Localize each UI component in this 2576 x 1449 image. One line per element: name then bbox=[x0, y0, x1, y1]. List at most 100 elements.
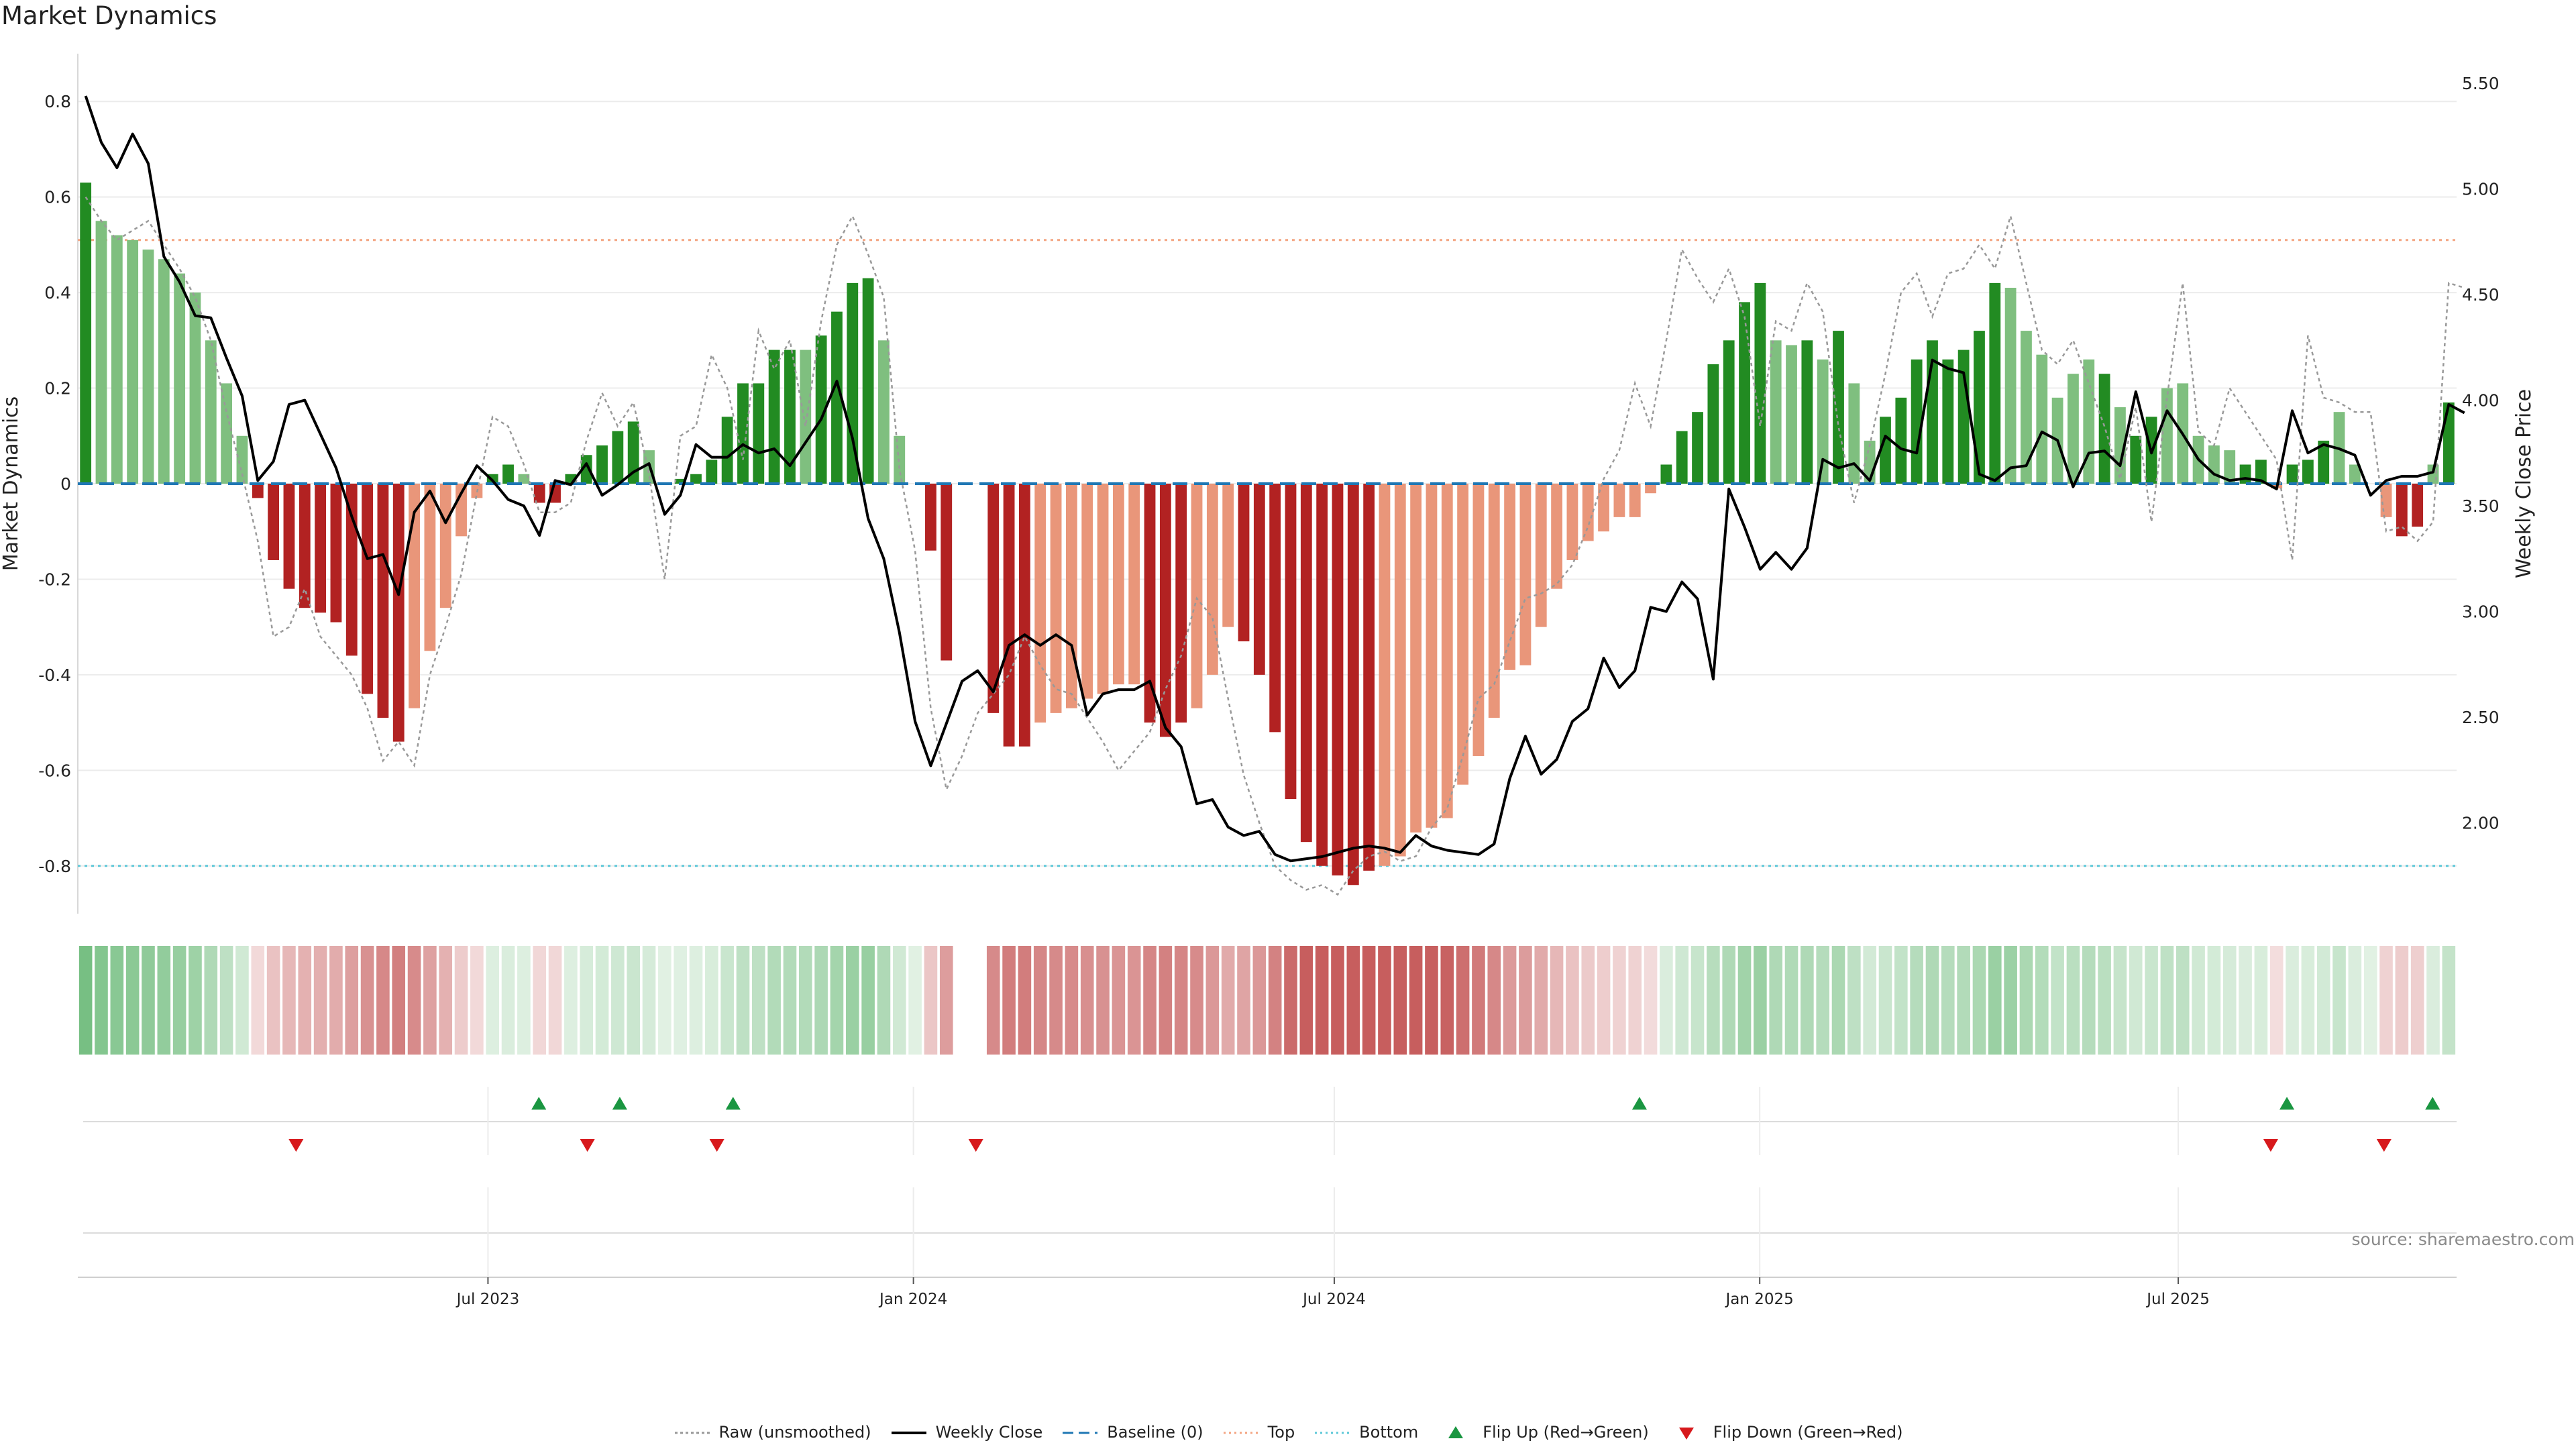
heat-strip-cell bbox=[1801, 946, 1814, 1055]
bar bbox=[2208, 445, 2220, 484]
heat-strip-cell bbox=[1112, 946, 1126, 1055]
bar bbox=[1629, 484, 1641, 517]
heat-strip-cell bbox=[861, 946, 875, 1055]
bar bbox=[1613, 484, 1625, 517]
legend-label: Flip Down (Green→Red) bbox=[1713, 1423, 1903, 1442]
bar bbox=[784, 350, 796, 484]
heat-strip-cell bbox=[2442, 946, 2456, 1055]
heat-strip-cell bbox=[1957, 946, 1970, 1055]
bar bbox=[831, 311, 843, 484]
heat-strip-cell bbox=[1205, 946, 1220, 1055]
bar bbox=[1379, 484, 1391, 866]
bar bbox=[925, 484, 936, 551]
bar bbox=[1410, 484, 1422, 833]
bar bbox=[941, 484, 953, 661]
heat-strip-cell bbox=[1331, 946, 1344, 1055]
bar bbox=[268, 484, 280, 560]
bar bbox=[1519, 484, 1532, 665]
heat-strip-cell bbox=[2129, 946, 2143, 1055]
heat-strip-cell bbox=[2160, 946, 2174, 1055]
heat-strip-cell bbox=[486, 946, 500, 1055]
heat-strip-cell bbox=[627, 946, 640, 1055]
heat-strip-cell bbox=[1613, 946, 1626, 1055]
heat-strip-cell bbox=[2332, 946, 2346, 1055]
legend-swatch-close bbox=[891, 1432, 926, 1434]
legend-swatch-raw bbox=[674, 1432, 710, 1434]
bar bbox=[1754, 282, 1766, 484]
bar bbox=[1003, 484, 1015, 747]
bar bbox=[1097, 484, 1109, 694]
y-tick-label: -0.4 bbox=[38, 665, 71, 685]
bar bbox=[409, 484, 420, 708]
heat-strip-cell bbox=[313, 946, 327, 1055]
bar bbox=[2302, 460, 2314, 484]
heat-strip-cell bbox=[2113, 946, 2127, 1055]
x-tick-label: Jul 2025 bbox=[2145, 1291, 2210, 1308]
legend-item-raw: Raw (unsmoothed) bbox=[674, 1423, 871, 1442]
heat-strip-cell bbox=[564, 946, 578, 1055]
heat-strip-cell bbox=[1362, 946, 1376, 1055]
flip-down-marker bbox=[2376, 1139, 2392, 1152]
heat-strip-cell bbox=[1221, 946, 1235, 1055]
flip-up-marker bbox=[2279, 1097, 2295, 1110]
heat-strip-cell bbox=[1487, 946, 1501, 1055]
bar bbox=[580, 455, 592, 484]
bar bbox=[158, 259, 170, 484]
heat-strip-cell bbox=[1737, 946, 1752, 1055]
flip-down-marker bbox=[968, 1139, 983, 1152]
heat-strip-cell bbox=[329, 946, 343, 1055]
bar bbox=[1801, 340, 1813, 484]
bar bbox=[690, 474, 702, 484]
heat-strip-cell bbox=[611, 946, 625, 1055]
bar bbox=[2083, 359, 2095, 484]
flip-down-marker bbox=[709, 1139, 724, 1152]
bar bbox=[612, 431, 624, 484]
bar bbox=[502, 464, 514, 484]
bar bbox=[174, 273, 186, 484]
bar bbox=[1238, 484, 1250, 642]
heat-strip-cell bbox=[1049, 946, 1063, 1055]
bar bbox=[1848, 383, 1860, 484]
heat-strip-cell bbox=[705, 946, 718, 1055]
bar bbox=[1457, 484, 1469, 785]
y-tick-label: 0 bbox=[60, 474, 71, 494]
bar bbox=[1488, 484, 1500, 718]
heat-strip-cell bbox=[1346, 946, 1360, 1055]
heat-strip-cell bbox=[2410, 946, 2424, 1055]
heat-strip-cell bbox=[1566, 946, 1579, 1055]
heat-strip-cell bbox=[767, 946, 781, 1055]
heat-strip-cell bbox=[251, 946, 265, 1055]
heat-strip-cell bbox=[1252, 946, 1267, 1055]
bar bbox=[1660, 464, 1672, 484]
legend-item-flip-down: Flip Down (Green→Red) bbox=[1668, 1423, 1903, 1442]
bar bbox=[315, 484, 326, 613]
legend-swatch-top bbox=[1223, 1432, 1258, 1434]
bar bbox=[283, 484, 295, 589]
heat-strip-cell bbox=[1831, 946, 1845, 1055]
heat-strip-cell bbox=[1784, 946, 1799, 1055]
bar bbox=[2380, 484, 2392, 517]
legend-label: Weekly Close bbox=[935, 1423, 1043, 1442]
bar bbox=[1316, 484, 1328, 866]
bar bbox=[205, 340, 217, 484]
heat-strip-cell bbox=[1033, 946, 1047, 1055]
x-tick-label: Jul 2023 bbox=[455, 1291, 520, 1308]
heat-strip-cell bbox=[1080, 946, 1094, 1055]
heat-strip-cell bbox=[2035, 946, 2049, 1055]
heat-strip-cell bbox=[939, 946, 953, 1055]
bar bbox=[2036, 354, 2048, 484]
y2-tick-label: 5.00 bbox=[2462, 180, 2500, 199]
source-note: source: sharemaestro.com bbox=[2352, 1230, 2575, 1249]
bar bbox=[1598, 484, 1609, 532]
legend-swatch-flip-up bbox=[1448, 1426, 1464, 1438]
heat-strip-cell bbox=[2269, 946, 2284, 1055]
x-tick-label: Jul 2024 bbox=[1301, 1291, 1366, 1308]
flip-up-marker bbox=[531, 1097, 547, 1110]
bar bbox=[2318, 440, 2330, 484]
bar bbox=[533, 484, 545, 503]
heat-strip-cell bbox=[2019, 946, 2033, 1055]
bar bbox=[878, 340, 890, 484]
bar bbox=[721, 417, 733, 484]
heat-strip-cell bbox=[798, 946, 812, 1055]
heat-strip-cell bbox=[783, 946, 797, 1055]
